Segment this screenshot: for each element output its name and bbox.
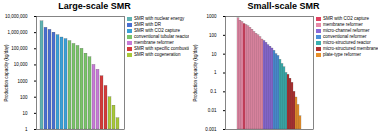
svg-text:100: 100 bbox=[209, 33, 217, 38]
svg-text:1000: 1000 bbox=[206, 14, 217, 19]
svg-text:1: 1 bbox=[214, 70, 217, 75]
html-text:Small-scale SMR: Small-scale SMR bbox=[247, 1, 320, 11]
html-text:SMR with CO2 capture: SMR with CO2 capture bbox=[323, 16, 369, 21]
svg-text:100,000: 100,000 bbox=[11, 46, 28, 51]
html-text:membrane reformer: membrane reformer bbox=[134, 40, 174, 45]
svg-text:Production capacity (kg/day): Production capacity (kg/day) bbox=[4, 44, 9, 101]
svg-text:100: 100 bbox=[20, 95, 28, 100]
html-text:membrane reformer: membrane reformer bbox=[323, 22, 363, 27]
svg-text:10: 10 bbox=[22, 111, 28, 116]
svg-text:1000: 1000 bbox=[17, 79, 28, 84]
html-text:SMR with cogeneration: SMR with cogeneration bbox=[134, 52, 181, 57]
svg-text:10,000: 10,000 bbox=[14, 62, 28, 67]
svg-text:1,000,000: 1,000,000 bbox=[7, 30, 28, 35]
svg-text:0.1: 0.1 bbox=[210, 89, 217, 94]
svg-text:10,000,000: 10,000,000 bbox=[5, 14, 28, 19]
html-text:SMR with DR: SMR with DR bbox=[134, 22, 161, 27]
svg-text:Production capacity (kg/day): Production capacity (kg/day) bbox=[193, 44, 198, 101]
html-text:conventional reformer: conventional reformer bbox=[323, 34, 367, 39]
html-text:micro-channel reformer: micro-channel reformer bbox=[323, 28, 370, 33]
html-text:micro-structured reactor: micro-structured reactor bbox=[323, 40, 371, 45]
svg-text:1: 1 bbox=[25, 127, 28, 132]
html-text:plate-type reformer: plate-type reformer bbox=[323, 52, 361, 57]
html-text:Large-scale SMR: Large-scale SMR bbox=[58, 1, 131, 11]
html-text:SMR with CO2 capture: SMR with CO2 capture bbox=[134, 28, 180, 33]
svg-text:0.001: 0.001 bbox=[205, 127, 217, 132]
html-text:SMR with nuclear energy: SMR with nuclear energy bbox=[134, 16, 185, 21]
svg-text:10: 10 bbox=[211, 52, 217, 57]
html-text:conventional tubular reactor: conventional tubular reactor bbox=[134, 34, 190, 39]
svg-text:0.01: 0.01 bbox=[208, 108, 217, 113]
html-text:SMR with specific combustion: SMR with specific combustion bbox=[134, 46, 194, 51]
